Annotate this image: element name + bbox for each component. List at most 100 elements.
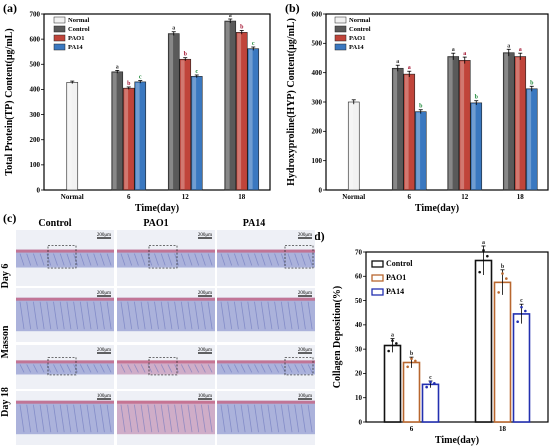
collagen-fiber (274, 404, 279, 433)
collagen-fiber (120, 364, 126, 373)
collagen-fiber (167, 253, 173, 266)
collagen-fiber (120, 301, 126, 330)
data-point (406, 365, 409, 369)
collagen-fiber (100, 253, 105, 266)
collagen-fiber (127, 301, 133, 330)
y-tick-label: 100 (312, 157, 323, 165)
collagen-fiber (207, 253, 213, 266)
collagen-fiber (227, 253, 233, 266)
tissue-band (117, 400, 215, 435)
micrograph-pao1-day18-zoom: 100μm (117, 391, 215, 445)
y-tick-label: 20 (355, 370, 363, 378)
collagen-fiber (19, 404, 25, 433)
collagen-fiber (33, 404, 38, 433)
collagen-fiber (100, 404, 105, 433)
panel-label-c: (c) (3, 211, 16, 225)
collagen-fiber (301, 301, 306, 330)
data-point (501, 272, 504, 275)
collagen-fiber (201, 253, 206, 266)
bar-highlight (225, 22, 230, 189)
bar-highlight (248, 49, 253, 189)
epidermis-layer (217, 400, 315, 404)
bar-highlight (504, 53, 509, 189)
scale-bar-label: 200μm (298, 348, 312, 353)
legend-swatch (53, 34, 66, 42)
collagen-fiber (240, 404, 246, 433)
significance-label: b (530, 80, 534, 86)
epidermis-layer (117, 249, 215, 253)
y-tick-label: 0 (319, 186, 323, 194)
collagen-fiber (201, 364, 206, 373)
collagen-fiber (86, 404, 92, 433)
collagen-fiber (86, 301, 92, 330)
panel-label-a: (a) (3, 1, 17, 15)
data-point (433, 382, 436, 385)
collagen-fiber (140, 404, 146, 433)
bar (512, 313, 531, 423)
data-point (524, 309, 527, 313)
micrograph-control-day18-overview: 200μm (16, 345, 114, 389)
x-tick-label: 6 (410, 425, 414, 433)
scale-bar-label: 200μm (97, 348, 111, 353)
tissue-band (217, 297, 315, 332)
collagen-fiber (220, 404, 226, 433)
y-tick-label: 200 (312, 128, 323, 136)
collagen-fiber (33, 253, 38, 266)
epidermis-layer (217, 249, 315, 253)
scale-bar-label: 200μm (198, 291, 212, 296)
collagen-fiber (160, 364, 166, 373)
collagen-fiber (73, 364, 78, 373)
collagen-fiber (201, 404, 206, 433)
collagen-fiber (187, 253, 193, 266)
epidermis-layer (217, 360, 315, 364)
collagen-fiber (167, 301, 173, 330)
collagen-fiber (79, 364, 85, 373)
micrograph-row-day18: Day 18 (0, 387, 11, 417)
collagen-fiber (287, 253, 293, 266)
data-point (414, 359, 417, 363)
collagen-fiber (73, 253, 78, 266)
collagen-fiber (194, 404, 200, 433)
collagen-fiber (106, 301, 112, 330)
collagen-fiber (240, 364, 246, 373)
scale-bar-label: 200μm (198, 348, 212, 353)
bar-highlight (515, 57, 520, 190)
legend-swatch (334, 25, 347, 33)
micrograph-pao1-day18-overview: 200μm (117, 345, 215, 389)
legend-swatch (53, 43, 66, 51)
y-tick-label: 300 (312, 98, 323, 106)
collagen-fiber (207, 364, 213, 373)
micrograph-row-day6: Day 6 (0, 264, 11, 289)
collagen-fiber (167, 364, 173, 373)
scale-bar-label: 100μm (97, 394, 111, 399)
collagen-fiber (267, 301, 273, 330)
collagen-fiber (167, 404, 173, 433)
zoom-region-box (148, 356, 178, 376)
y-tick-label: 700 (30, 10, 41, 18)
collagen-fiber (46, 364, 52, 373)
y-axis-title: Collagen Deposition(%) (332, 286, 343, 389)
zoom-region-box (47, 356, 77, 376)
collagen-fiber (33, 301, 38, 330)
legend-label: PAO1 (68, 35, 85, 42)
bar (493, 281, 512, 423)
x-tick-label: 18 (517, 193, 525, 201)
legend-label: PA14 (349, 44, 364, 51)
collagen-fiber (134, 364, 139, 373)
bar-highlight (67, 83, 72, 189)
collagen-fiber (227, 301, 233, 330)
micrograph-control-day18-zoom: 100μm (16, 391, 114, 445)
legend-swatch (371, 260, 384, 268)
data-point (486, 254, 489, 258)
bar-highlight (124, 89, 129, 189)
bar-highlight (169, 34, 174, 190)
collagen-fiber (280, 404, 286, 433)
collagen-fiber (174, 253, 179, 266)
tissue-band (16, 400, 114, 435)
bar-highlight (393, 69, 398, 189)
y-tick-label: 10 (355, 394, 363, 402)
collagen-fiber (140, 253, 146, 266)
bar-highlight (180, 60, 185, 189)
significance-label: b (127, 81, 131, 87)
